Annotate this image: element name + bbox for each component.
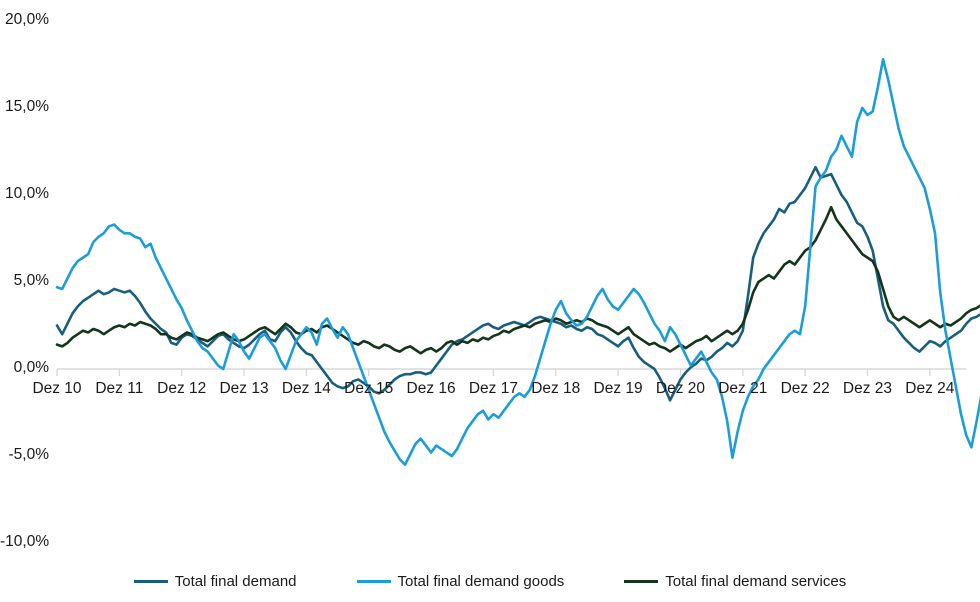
x-axis-tick-label: Dez 22 xyxy=(780,380,830,397)
x-axis-tick-label: Dez 18 xyxy=(531,380,581,397)
y-axis-tick-label: -10,0% xyxy=(0,533,50,550)
series-line-total-final-demand xyxy=(55,165,980,402)
x-axis-tick-label: Dez 20 xyxy=(655,380,706,397)
chart-legend: Total final demand Total final demand goo… xyxy=(0,566,980,596)
legend-item-label: Total final demand xyxy=(174,572,297,590)
legend-item-label: Total final demand goods xyxy=(397,572,565,590)
x-axis-tick-label: Dez 12 xyxy=(157,380,207,397)
x-axis-tick-label: Dez 15 xyxy=(344,380,394,397)
series-line-total-final-demand-services xyxy=(55,205,980,355)
legend-color-swatch xyxy=(624,579,659,583)
y-axis-tick-label: 20,0% xyxy=(5,11,49,28)
x-axis-tick-label: Dez 19 xyxy=(593,380,643,397)
legend-item[interactable]: Total final demand services xyxy=(624,573,846,590)
y-axis-tick-label: 15,0% xyxy=(5,98,49,115)
series-line-total-final-demand-goods xyxy=(55,57,980,467)
y-axis-tick-label: 10,0% xyxy=(5,185,49,202)
legend-item[interactable]: Total final demand goods xyxy=(356,572,565,590)
axis-group xyxy=(56,368,966,376)
x-axis-tick-label: Dez 10 xyxy=(32,380,82,397)
y-axis-tick-label: -5,0% xyxy=(8,446,50,463)
x-axis-tick-label: Dez 11 xyxy=(95,380,144,397)
series-group xyxy=(55,57,980,467)
x-axis-tick-label: Dez 13 xyxy=(219,380,269,397)
x-axis-tick-label: Dez 17 xyxy=(468,380,518,397)
x-axis-tick-label: Dez 23 xyxy=(842,380,893,397)
legend-color-swatch xyxy=(133,579,168,583)
legend-item[interactable]: Total final demand xyxy=(133,572,297,590)
x-axis-tick-label: Dez 16 xyxy=(406,380,456,397)
y-axis-tick-label: 5,0% xyxy=(13,272,49,289)
x-axis-tick-label: Dez 21 xyxy=(718,380,768,397)
legend-color-swatch xyxy=(356,579,391,583)
legend-item-label: Total final demand services xyxy=(665,572,847,590)
y-axis-tick-label: 0,0% xyxy=(13,359,49,376)
x-axis-tick-label: Dez 14 xyxy=(281,380,331,397)
x-axis-tick-label: Dez 24 xyxy=(905,380,955,397)
